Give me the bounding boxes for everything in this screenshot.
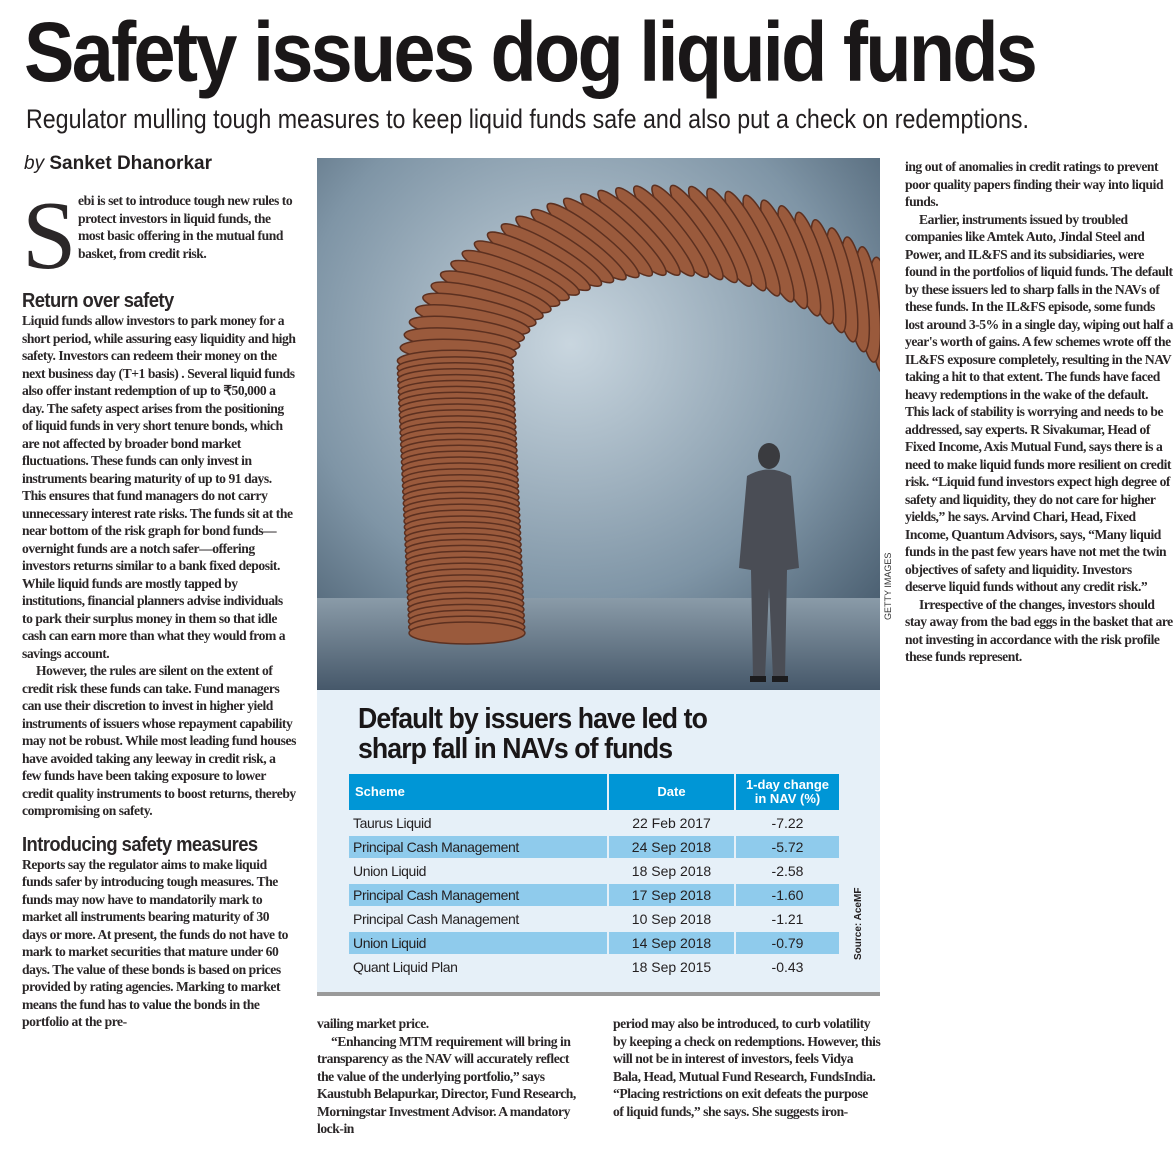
table-row: Principal Cash Management 10 Sep 2018 -1.2… [349,908,839,930]
table-row: Union Liquid 18 Sep 2018 -2.58 [349,860,839,882]
headline: Safety issues dog liquid funds [24,5,1038,99]
table-header-row: Scheme Date 1-day change in NAV (%) [349,774,839,810]
table-title-line1: Default by issuers have led to [358,703,708,735]
coin [408,621,526,645]
dropcap: S [22,196,77,284]
header-change: 1-day change in NAV (%) [736,774,839,810]
paragraph: Reports say the regulator aims to make l… [22,856,289,1030]
table-row: Taurus Liquid 22 Feb 2017 -7.22 [349,812,839,834]
intro-text: ebi is set to introduce tough new rules … [78,193,293,261]
paragraph: period may also be introduced, to curb v… [613,1016,881,1119]
cell-date: 14 Sep 2018 [609,932,734,954]
table-source: Source: AceMF [853,887,864,960]
column-right: ing out of anomalies in credit ratings t… [905,158,1173,666]
section-heading-return-over-safety: Return over safety [22,290,174,312]
cell-change: -0.79 [736,932,839,954]
table-row: Union Liquid 14 Sep 2018 -0.79 [349,932,839,954]
coin-stack [396,184,880,645]
man-figure [739,443,799,682]
table-row: Quant Liquid Plan 18 Sep 2015 -0.43 [349,956,839,978]
section-heading-introducing-safety-measures: Introducing safety measures [22,833,258,856]
cell-change: -7.22 [771,815,804,831]
photo-coin-stack-illustration [317,158,880,690]
column-left: S ebi is set to introduce tough new rule… [22,192,296,1031]
paragraph: Liquid funds allow investors to park mon… [22,313,296,661]
header-date: Date [609,774,734,810]
byline-prefix: by [24,153,45,174]
header-change-line1: 1-day change [745,777,830,792]
cell-scheme: Quant Liquid Plan [353,959,458,975]
cell-change: -1.60 [736,884,839,906]
column-middle-1: vailing market price. “Enhancing MTM req… [317,1015,587,1138]
table-title-line2: sharp fall in NAVs of funds [358,733,673,765]
coin-stack-photo [317,158,880,690]
byline: by Sanket Dhanorkar [24,153,212,175]
cell-date: 10 Sep 2018 [631,911,712,927]
cell-date: 22 Feb 2017 [632,815,711,831]
author-name: Sanket Dhanorkar [49,153,212,174]
paragraph: vailing market price. [317,1016,429,1031]
column-middle-2: period may also be introduced, to curb v… [613,1015,881,1120]
nav-fall-table-box: Default by issuers have led to sharp fal… [317,690,880,996]
cell-scheme: Principal Cash Management [349,836,607,858]
cell-scheme: Principal Cash Management [349,884,607,906]
cell-change: -2.58 [771,863,804,879]
cell-change: -1.21 [771,911,804,927]
paragraph: “Enhancing MTM requirement will bring in… [317,1033,576,1137]
cell-scheme: Taurus Liquid [353,815,432,831]
header-scheme: Scheme [349,774,607,810]
cell-scheme: Union Liquid [353,863,427,879]
cell-change: -5.72 [736,836,839,858]
cell-date: 24 Sep 2018 [609,836,734,858]
nav-fall-table: Scheme Date 1-day change in NAV (%) Tauru… [347,772,841,980]
cell-date: 18 Sep 2015 [631,959,712,975]
paragraph: However, the rules are silent on the ext… [22,663,296,818]
table-title: Default by issuers have led to sharp fal… [358,703,708,765]
cell-scheme: Union Liquid [349,932,607,954]
cell-date: 17 Sep 2018 [609,884,734,906]
cell-date: 18 Sep 2018 [631,863,712,879]
deck-subtitle: Regulator mulling tough measures to keep… [26,104,1029,134]
cell-scheme: Principal Cash Management [353,911,519,927]
paragraph: ing out of anomalies in credit ratings t… [905,159,1164,209]
cell-change: -0.43 [771,959,804,975]
paragraph: Irrespective of the changes, investors s… [905,596,1173,665]
table-row: Principal Cash Management 24 Sep 2018 -5.7… [349,836,839,858]
header-change-line2: in NAV (%) [754,791,821,806]
floor [317,598,880,690]
paragraph: Earlier, instruments issued by troubled … [905,211,1174,595]
intro-paragraph: S ebi is set to introduce tough new rule… [22,192,296,284]
table-row: Principal Cash Management 17 Sep 2018 -1.6… [349,884,839,906]
photo-credit: GETTY IMAGES [883,552,893,620]
